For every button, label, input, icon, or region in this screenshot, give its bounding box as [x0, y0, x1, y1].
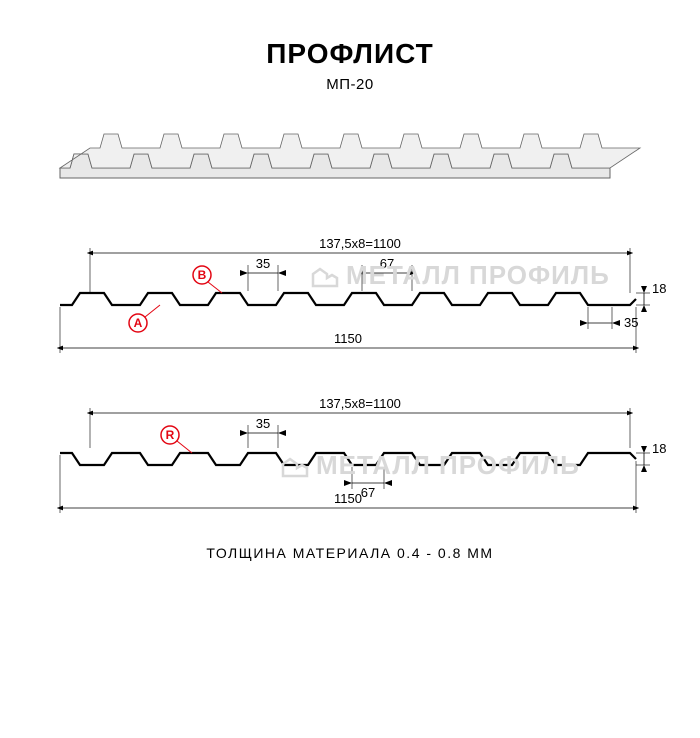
- profile-upper: [60, 293, 636, 305]
- marker-a: A: [134, 316, 143, 330]
- dim-bottom: 1150: [334, 331, 362, 346]
- profile-lower: [60, 453, 636, 465]
- dim-height: 18: [652, 281, 666, 296]
- dim-gap: 35: [256, 256, 270, 271]
- section-upper: 137,5x8=1100 35 67 A B 18 35 1150: [30, 223, 670, 363]
- dim-gap-lower: 35: [256, 416, 270, 431]
- page-title: ПРОФЛИСТ: [0, 38, 700, 70]
- dim-height-lower: 18: [652, 441, 666, 456]
- dim-bottom-lower: 1150: [334, 491, 362, 506]
- dim-rib-lower: 67: [361, 485, 375, 500]
- dim-top: 137,5x8=1100: [319, 236, 401, 251]
- section-lower: 137,5x8=1100 35 R 67 18 1150: [30, 383, 670, 523]
- page-subtitle: МП-20: [0, 76, 700, 93]
- dim-top-lower: 137,5x8=1100: [319, 396, 401, 411]
- dim-rib: 67: [380, 256, 394, 271]
- iso-view: [50, 113, 650, 203]
- footer-label: ТОЛЩИНА МАТЕРИАЛА 0.4 - 0.8 ММ: [0, 545, 700, 561]
- marker-r: R: [166, 428, 175, 442]
- marker-b: B: [198, 268, 207, 282]
